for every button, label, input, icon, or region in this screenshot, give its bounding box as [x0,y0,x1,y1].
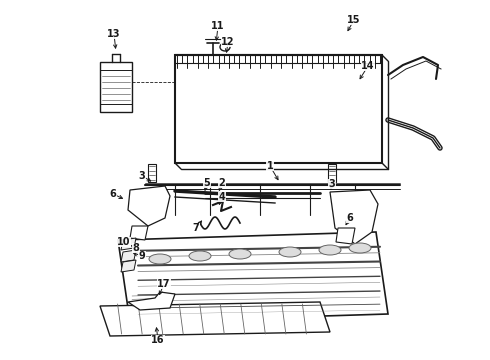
Text: 10: 10 [117,237,131,247]
Ellipse shape [149,254,171,264]
Ellipse shape [146,209,154,215]
Ellipse shape [349,243,371,253]
Ellipse shape [279,247,301,257]
Text: 6: 6 [346,213,353,223]
Ellipse shape [141,197,149,203]
Text: 14: 14 [361,61,375,71]
Polygon shape [121,238,136,250]
Text: 9: 9 [139,251,146,261]
Polygon shape [100,302,330,336]
Text: 15: 15 [347,15,361,25]
Text: 13: 13 [107,29,121,39]
Polygon shape [128,292,175,310]
Ellipse shape [220,43,230,51]
Bar [175,55,382,163]
Polygon shape [330,190,378,244]
Text: 3: 3 [329,179,335,189]
Ellipse shape [189,251,211,261]
Polygon shape [121,250,136,262]
Text: 8: 8 [133,243,140,253]
Ellipse shape [319,245,341,255]
Polygon shape [336,228,355,244]
Polygon shape [121,260,136,272]
Text: 17: 17 [157,279,171,289]
Text: 7: 7 [193,223,199,233]
Text: 5: 5 [204,178,210,188]
Polygon shape [128,186,170,226]
Ellipse shape [229,249,251,259]
Ellipse shape [344,201,352,207]
Text: 16: 16 [151,335,165,345]
Text: 4: 4 [219,192,225,202]
Text: 6: 6 [110,189,117,199]
Polygon shape [118,232,388,322]
Text: 11: 11 [211,21,225,31]
Polygon shape [130,226,148,240]
Text: 2: 2 [219,178,225,188]
Ellipse shape [348,215,356,221]
Text: 1: 1 [267,161,273,171]
Text: 12: 12 [221,37,235,47]
Text: 3: 3 [139,171,146,181]
Polygon shape [100,62,132,112]
